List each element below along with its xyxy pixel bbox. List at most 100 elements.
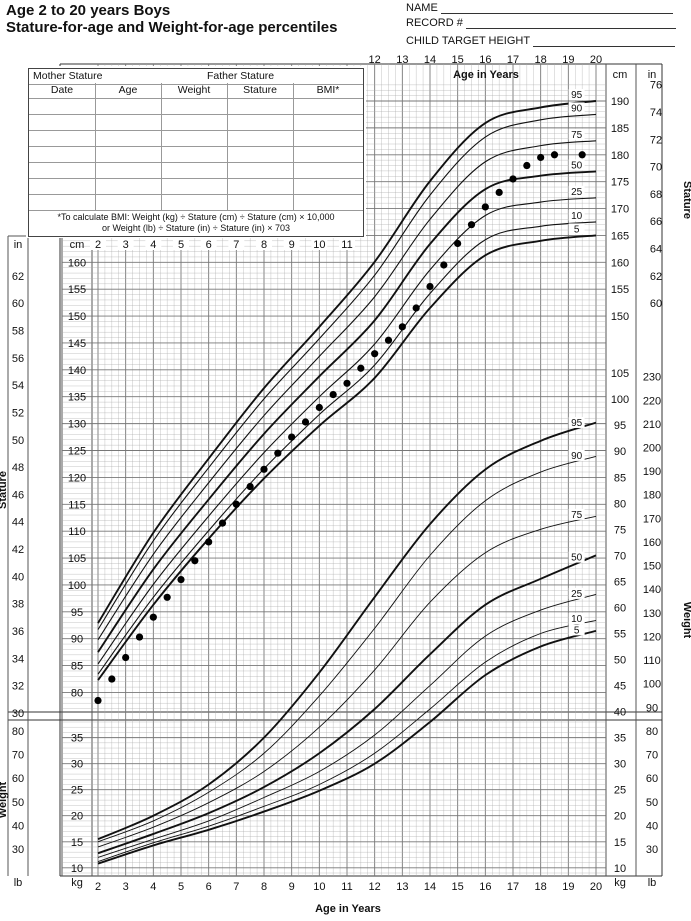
table-row[interactable]: [29, 163, 363, 179]
weight-lb-tick-right: 230: [643, 372, 661, 384]
table-row[interactable]: [29, 179, 363, 195]
stature-percentile-50-label: 50: [571, 160, 583, 171]
age-tick-label-bottom: 5: [178, 881, 184, 893]
weight-lb-tick-right: 170: [643, 513, 661, 525]
age-tick-label-bottom: 20: [590, 881, 602, 893]
record-label: RECORD #: [406, 17, 463, 29]
stature-cm-tick-right: 185: [611, 123, 629, 135]
stature-label-backdrop: [568, 209, 585, 221]
weight-label-backdrop: [568, 416, 585, 428]
weight-percentile-5-line: [97, 629, 597, 865]
weight-axis-title-right: Weight: [681, 602, 691, 639]
stature-data-point: [398, 323, 406, 331]
stature-cm-tick-left: 120: [68, 472, 86, 484]
stature-percentile-90-label: 90: [571, 103, 583, 114]
target-height-label: CHILD TARGET HEIGHT: [406, 35, 530, 47]
stature-data-point: [260, 465, 268, 473]
stature-data-point: [246, 482, 254, 491]
weight-percentile-25-line: [97, 593, 597, 858]
weight-kg-tick-left: 25: [71, 785, 83, 797]
col-age: Age: [118, 84, 138, 96]
stature-cm-tick-left: 80: [71, 687, 83, 699]
stature-in-tick-left: 48: [12, 462, 24, 474]
weight-kg-tick-left: 10: [71, 863, 83, 875]
weight-kg-tick-right: 15: [614, 837, 626, 849]
weight-kg-tick-right: 85: [614, 472, 626, 484]
age-tick-backdrop: [311, 238, 328, 250]
age-tick-label-top: 20: [590, 54, 602, 66]
stature-data-point: [481, 203, 489, 211]
table-row[interactable]: [29, 147, 363, 163]
stature-data-point: [205, 538, 213, 546]
age-tick-label-inner: 5: [178, 239, 184, 251]
stature-data-point: [232, 500, 240, 508]
age-tick-label-bottom: 16: [479, 881, 491, 893]
weight-lb-tick-right: 70: [646, 750, 658, 762]
chart-title: Age 2 to 20 years Boys: [6, 2, 171, 19]
col-bmi: BMI*: [316, 84, 340, 96]
stature-axis-title-right: Stature: [681, 181, 691, 219]
table-row[interactable]: [29, 131, 363, 147]
table-row[interactable]: [29, 115, 363, 131]
stature-in-tick-right: 60: [650, 298, 662, 310]
stature-data-point: [523, 161, 531, 170]
record-table: Mother Stature Father Stature Date Age W…: [28, 68, 364, 237]
weight-lb-tick-right: 110: [643, 655, 661, 667]
stature-in-tick-left: 54: [12, 380, 24, 392]
stature-cm-tick-left: 130: [68, 419, 86, 431]
stature-cm-tick-right: 155: [611, 284, 629, 296]
age-tick-label-top: 19: [562, 54, 574, 66]
age-tick-backdrop: [145, 238, 162, 250]
table-row[interactable]: [29, 99, 363, 115]
stature-in-tick-left: 34: [12, 653, 24, 665]
stature-label-backdrop: [568, 88, 585, 100]
weight-kg-tick-right: 35: [614, 733, 626, 745]
weight-label-backdrop: [568, 551, 585, 563]
stature-cm-tick-left: 140: [68, 365, 86, 377]
name-field[interactable]: NAME: [406, 2, 673, 14]
age-tick-label-bottom: 7: [233, 881, 239, 893]
right-lb-footer: lb: [648, 877, 657, 889]
weight-lb-tick-right: 190: [643, 466, 661, 478]
stature-data-point: [495, 188, 503, 197]
weight-kg-tick-left: 35: [71, 733, 83, 745]
stature-data-point: [357, 364, 365, 372]
age-tick-label-bottom: 6: [206, 881, 212, 893]
name-line: [440, 4, 673, 14]
stature-cm-tick-left: 135: [68, 392, 86, 404]
weight-label-backdrop: [568, 449, 585, 461]
stature-data-point: [467, 221, 476, 229]
table-divider: [95, 83, 96, 211]
stature-data-point: [163, 593, 171, 601]
age-tick-label-top: 15: [452, 54, 464, 66]
record-field[interactable]: RECORD #: [406, 17, 676, 29]
table-row[interactable]: [29, 195, 363, 211]
stature-in-tick-left: 30: [12, 708, 24, 720]
weight-lb-tick-right: 60: [646, 773, 658, 785]
stature-percentile-5-line: [97, 234, 597, 681]
stature-in-tick-left: 42: [12, 544, 24, 556]
weight-lb-tick-left: 40: [12, 820, 24, 832]
weight-percentile-10-label: 10: [571, 614, 583, 625]
stature-label-backdrop: [568, 128, 585, 140]
stature-in-tick-left: 58: [12, 325, 24, 337]
weight-lb-tick-left: 70: [12, 750, 24, 762]
stature-percentile-25-label: 25: [571, 187, 583, 198]
age-tick-label-bottom: 12: [369, 881, 381, 893]
target-height-field[interactable]: CHILD TARGET HEIGHT: [406, 35, 675, 47]
stature-in-tick-right: 70: [650, 162, 662, 174]
stature-data-point: [329, 390, 337, 399]
col-stature: Stature: [243, 84, 277, 96]
age-tick-label-bottom: 9: [289, 881, 295, 893]
stature-cm-tick-right: 165: [611, 230, 629, 242]
age-tick-label-bottom: 4: [150, 881, 156, 893]
stature-in-tick-left: 60: [12, 298, 24, 310]
age-tick-backdrop: [117, 238, 134, 250]
stature-cm-tick-left: 110: [68, 526, 86, 538]
weight-percentile-95-line: [97, 421, 597, 841]
age-tick-label-inner: 3: [123, 239, 129, 251]
target-height-line: [532, 37, 675, 47]
age-tick-backdrop: [228, 238, 245, 250]
col-date: Date: [50, 84, 74, 96]
stature-axis-title-left: Stature: [0, 471, 9, 509]
